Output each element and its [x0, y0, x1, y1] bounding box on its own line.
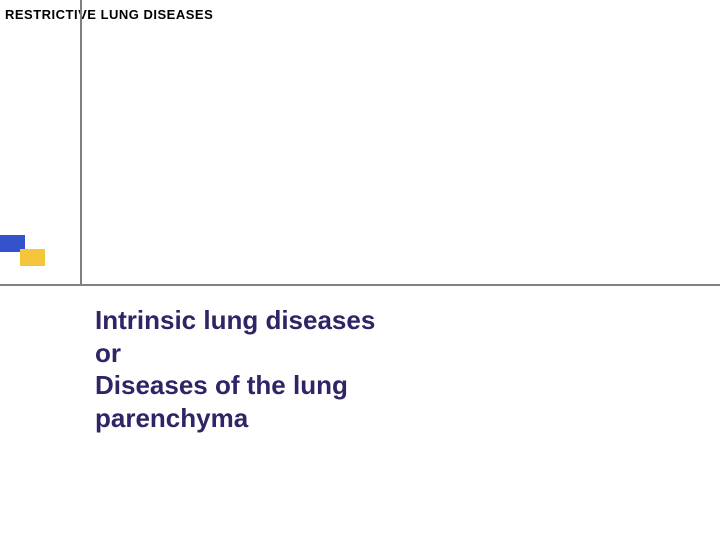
slide-title: Intrinsic lung diseases or Diseases of t…: [95, 304, 375, 434]
yellow-accent-box: [20, 249, 45, 266]
title-line-1: Intrinsic lung diseases: [95, 304, 375, 337]
vertical-divider: [80, 0, 82, 286]
horizontal-divider: [0, 284, 720, 286]
slide-header: RESTRICTIVE LUNG DISEASES: [5, 7, 213, 22]
title-line-4: parenchyma: [95, 402, 375, 435]
title-line-3: Diseases of the lung: [95, 369, 375, 402]
title-line-2: or: [95, 337, 375, 370]
